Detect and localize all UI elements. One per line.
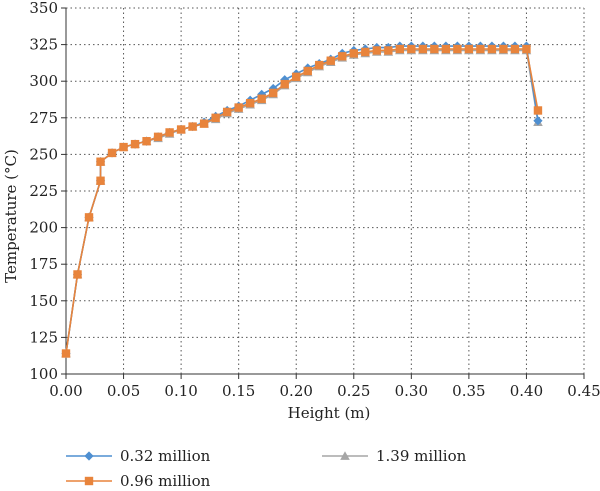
data-point xyxy=(499,44,508,54)
x-tick-label: 0.20 xyxy=(280,382,313,400)
x-tick-label: 0.45 xyxy=(567,382,600,400)
y-tick-label: 200 xyxy=(29,219,58,237)
y-tick-label: 150 xyxy=(29,292,58,310)
data-point xyxy=(222,107,232,117)
legend-marker xyxy=(84,451,94,461)
x-tick-label: 0.40 xyxy=(510,382,543,400)
data-point xyxy=(361,47,370,57)
legend: 0.32 million 0.96 million 1.39 million xyxy=(66,447,467,490)
x-tick-label: 0.05 xyxy=(107,382,140,400)
data-point xyxy=(211,113,220,122)
data-point xyxy=(176,125,186,134)
y-tick-label: 350 xyxy=(29,0,58,17)
data-point xyxy=(315,60,324,70)
data-point xyxy=(522,44,531,54)
x-tick-label: 0.00 xyxy=(49,382,82,400)
data-point xyxy=(510,44,520,54)
data-point xyxy=(73,270,82,279)
y-tick-label: 325 xyxy=(29,36,58,54)
x-tick-label: 0.30 xyxy=(395,382,428,400)
data-point xyxy=(533,116,543,126)
data-point xyxy=(269,88,278,98)
y-tick-label: 175 xyxy=(29,255,58,273)
legend-marker xyxy=(84,476,94,486)
y-tick-label: 100 xyxy=(29,365,58,383)
data-point xyxy=(395,44,405,54)
series-line xyxy=(65,48,539,354)
data-point xyxy=(199,119,209,128)
y-tick-label: 125 xyxy=(29,328,58,346)
x-tick-label: 0.15 xyxy=(222,382,255,400)
y-tick-label: 275 xyxy=(29,109,58,127)
data-point xyxy=(418,44,428,54)
series-0.32-million xyxy=(61,41,543,359)
legend-item: 0.96 million xyxy=(66,472,211,490)
data-point xyxy=(280,79,289,89)
series-group xyxy=(61,41,543,359)
series-0.96-million xyxy=(61,44,543,358)
legend-marker xyxy=(340,451,350,460)
x-tick-label: 0.35 xyxy=(452,382,485,400)
y-tick-label: 300 xyxy=(29,72,58,90)
data-point xyxy=(153,132,163,142)
series-1.39-million xyxy=(61,45,543,358)
data-point xyxy=(107,148,117,158)
data-point xyxy=(487,44,497,54)
data-point xyxy=(476,44,485,54)
x-tick-label: 0.10 xyxy=(164,382,197,400)
y-tick-label: 225 xyxy=(29,182,58,200)
y-tick-labels: 100 125 150 175 200 225 250 275 300 325 350 xyxy=(29,0,58,383)
data-point xyxy=(453,44,462,54)
y-tick-label: 250 xyxy=(29,145,58,163)
legend-item: 1.39 million xyxy=(322,447,467,465)
data-point xyxy=(257,94,266,103)
x-tick-label: 0.25 xyxy=(337,382,370,400)
data-point xyxy=(61,349,71,358)
data-point xyxy=(326,56,335,65)
data-point xyxy=(165,128,174,137)
data-point xyxy=(441,44,451,54)
data-point xyxy=(130,139,140,149)
data-point xyxy=(119,142,128,152)
data-point xyxy=(292,72,301,82)
data-point xyxy=(188,122,197,131)
data-point xyxy=(349,49,358,58)
data-point xyxy=(142,137,151,146)
series-line xyxy=(65,45,539,354)
legend-label: 1.39 million xyxy=(376,447,467,465)
series-line xyxy=(65,49,539,354)
legend-label: 0.96 million xyxy=(120,472,211,490)
x-axis-title: Height (m) xyxy=(288,404,371,422)
legend-label: 0.32 million xyxy=(120,447,211,465)
data-point xyxy=(303,66,312,76)
data-point xyxy=(430,44,439,54)
data-point xyxy=(533,106,543,115)
legend-item: 0.32 million xyxy=(66,447,211,465)
data-point xyxy=(84,213,94,222)
data-point xyxy=(372,46,381,55)
x-tick-labels: 0.00 0.05 0.10 0.15 0.20 0.25 0.30 0.35 0.40 0.45 xyxy=(49,382,600,400)
data-point xyxy=(464,44,474,54)
data-point xyxy=(245,98,255,108)
data-point xyxy=(96,176,105,185)
axes xyxy=(61,7,585,379)
grid-lines xyxy=(66,7,585,374)
data-point xyxy=(338,52,347,61)
data-point xyxy=(407,44,416,54)
y-axis-title: Temperature (°C) xyxy=(2,149,20,283)
data-point xyxy=(234,103,243,112)
data-point xyxy=(96,157,105,166)
data-point xyxy=(384,46,393,55)
